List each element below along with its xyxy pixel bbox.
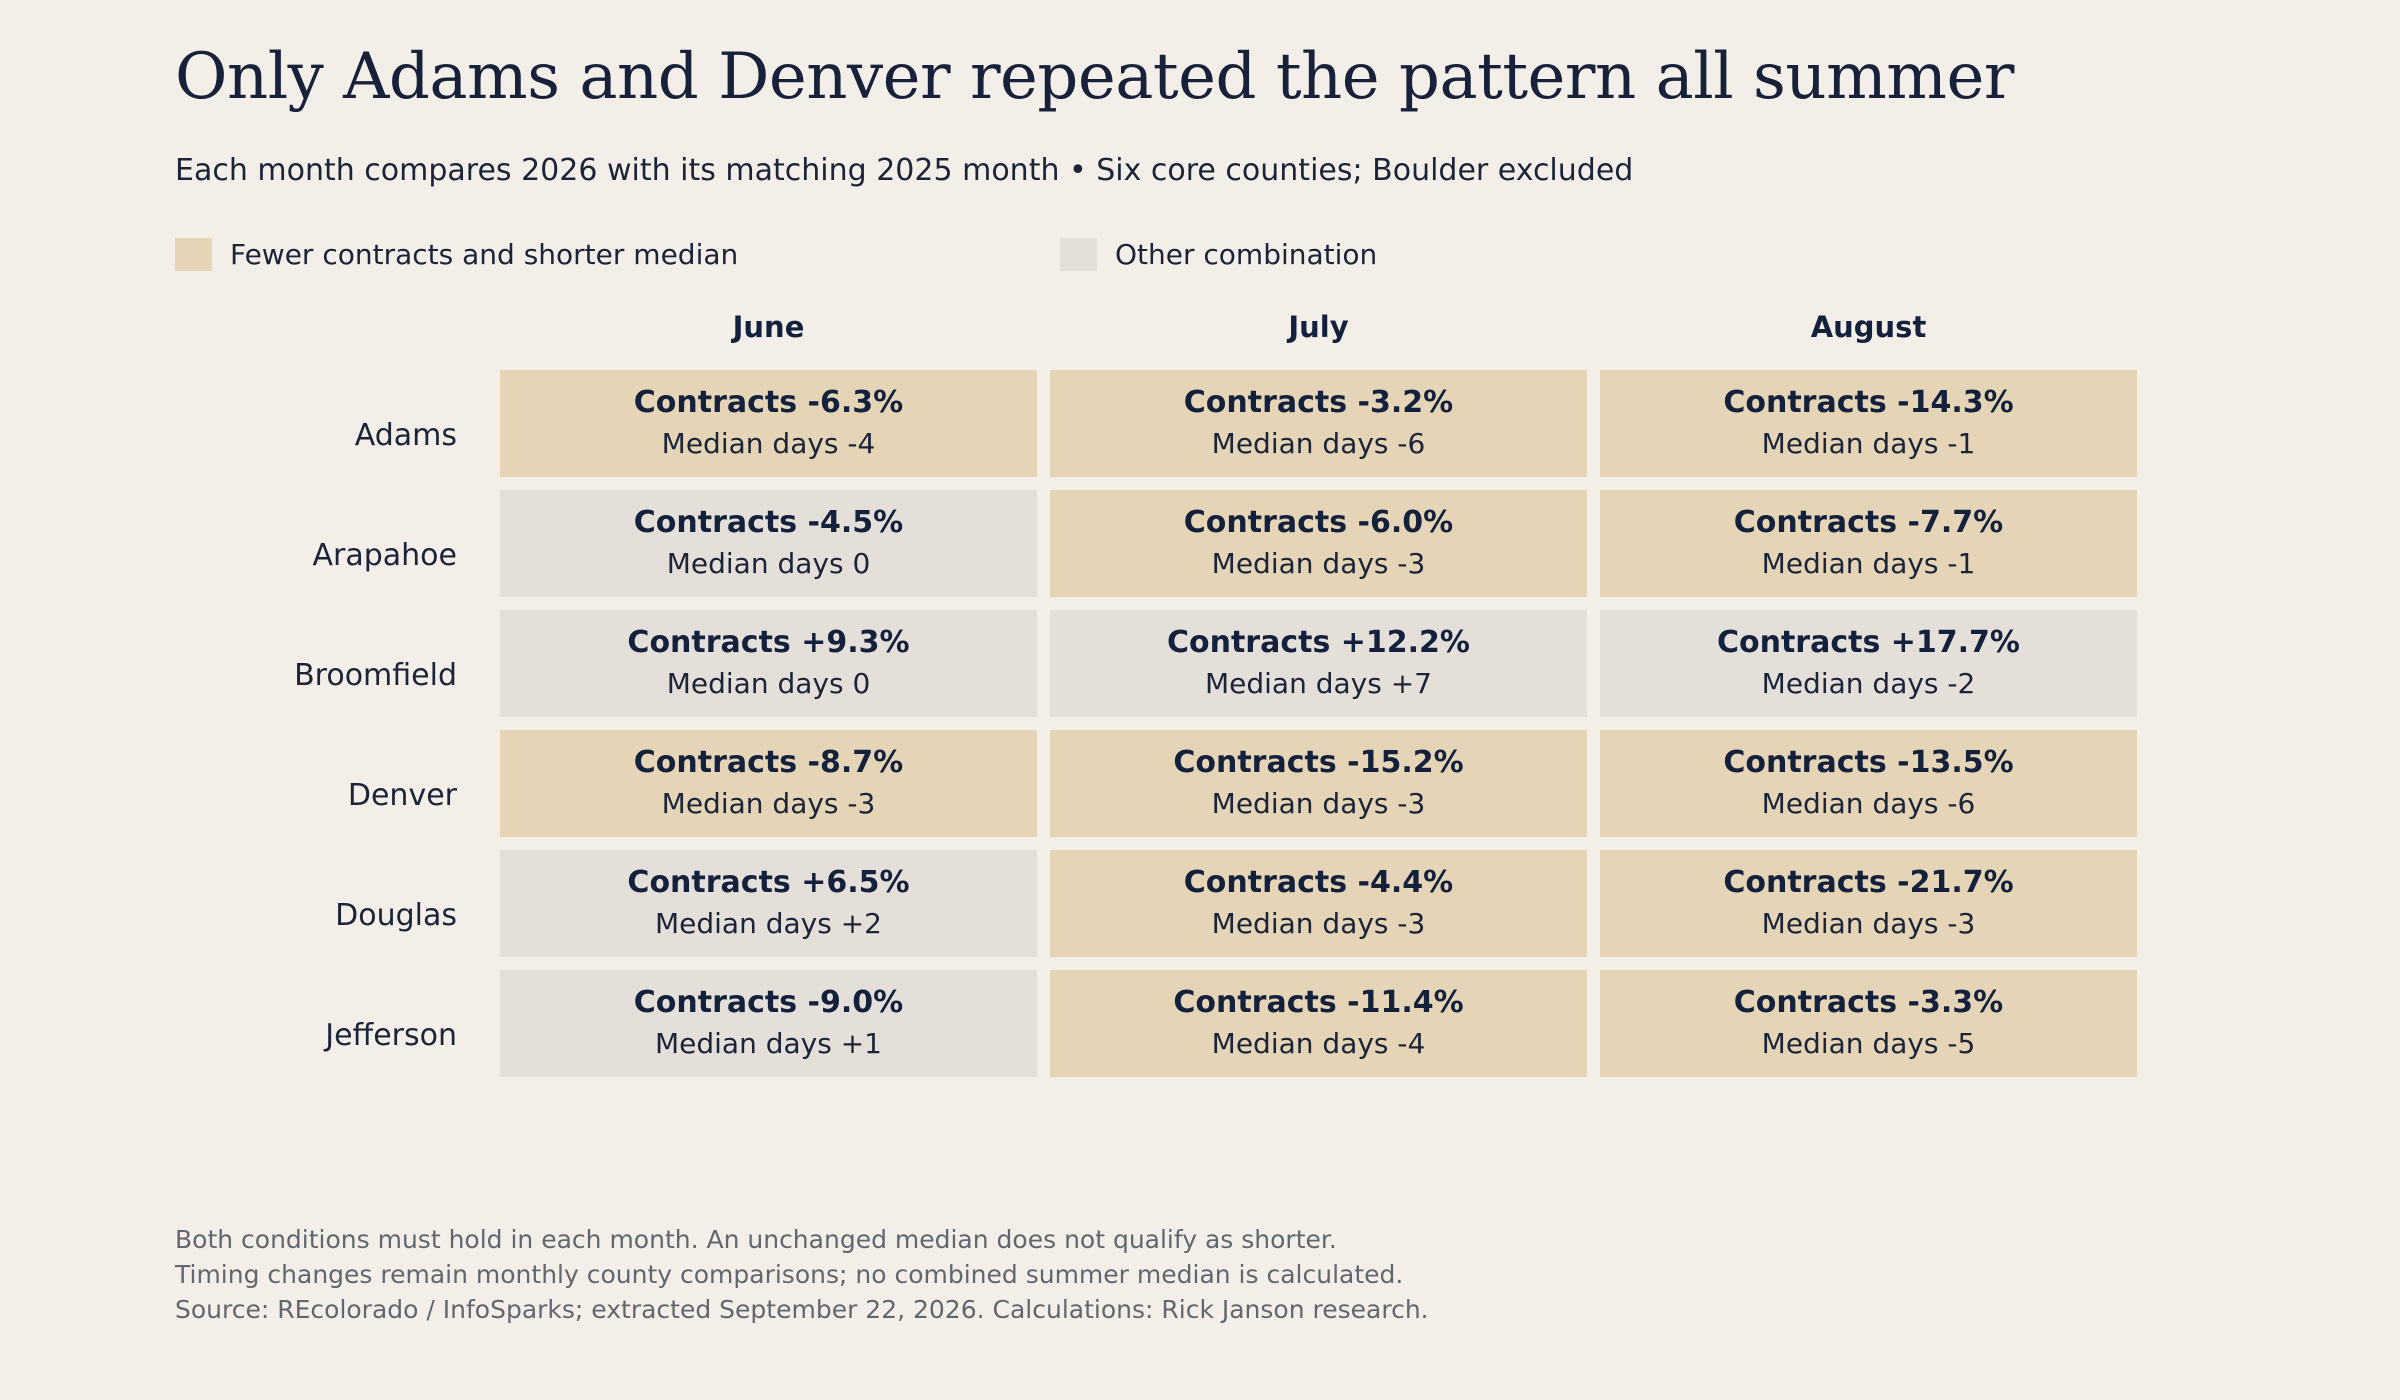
cell-contracts-change: Contracts -8.7% [633,744,904,780]
cell-median-days-change: Median days -6 [1761,786,1976,820]
table-cell: Contracts -3.3% Median days -5 [1600,970,2137,1077]
table-cell: Contracts -21.7% Median days -3 [1600,850,2137,957]
cell-contracts-change: Contracts +12.2% [1166,624,1470,660]
table-cell: Contracts +17.7% Median days -2 [1600,610,2137,717]
column-header: June [732,310,805,344]
legend-label-fewer: Fewer contracts and shorter median [230,237,739,271]
cell-median-days-change: Median days -4 [1211,1026,1426,1060]
column-header: July [1288,310,1349,344]
chart-subtitle: Each month compares 2026 with its matchi… [175,153,1634,188]
cell-median-days-change: Median days -2 [1761,666,1976,700]
legend-swatch-fewer [175,237,212,271]
table-cell: Contracts -4.5% Median days 0 [500,490,1037,597]
cell-median-days-change: Median days -3 [1211,906,1426,940]
cell-median-days-change: Median days +1 [654,1026,882,1060]
chart-title: Only Adams and Denver repeated the patte… [175,40,2014,114]
column-header: August [1810,310,1927,344]
table-cell: Contracts -7.7% Median days -1 [1600,490,2137,597]
cell-median-days-change: Median days -3 [1761,906,1976,940]
cell-median-days-change: Median days +7 [1204,666,1432,700]
table-cell: Contracts -14.3% Median days -1 [1600,370,2137,477]
cell-median-days-change: Median days +2 [654,906,882,940]
cell-median-days-change: Median days -4 [661,426,876,460]
table-cell: Contracts -13.5% Median days -6 [1600,730,2137,837]
cell-median-days-change: Median days -6 [1211,426,1426,460]
cell-median-days-change: Median days -1 [1761,546,1976,580]
table-cell: Contracts -4.4% Median days -3 [1050,850,1587,957]
legend-item-fewer: Fewer contracts and shorter median [175,236,738,272]
cell-contracts-change: Contracts -14.3% [1723,384,2014,420]
cell-median-days-change: Median days -3 [1211,786,1426,820]
cell-median-days-change: Median days -1 [1761,426,1976,460]
table-cell: Contracts +9.3% Median days 0 [500,610,1037,717]
cell-median-days-change: Median days 0 [666,546,871,580]
footnote-line: Both conditions must hold in each month.… [175,1225,1337,1254]
row-label: Denver [347,778,457,813]
cell-contracts-change: Contracts -3.2% [1183,384,1454,420]
table-cell: Contracts -6.0% Median days -3 [1050,490,1587,597]
cell-contracts-change: Contracts -4.4% [1183,864,1454,900]
table-cell: Contracts -15.2% Median days -3 [1050,730,1587,837]
cell-contracts-change: Contracts -6.0% [1183,504,1454,540]
cell-contracts-change: Contracts -21.7% [1723,864,2014,900]
cell-median-days-change: Median days -3 [661,786,876,820]
cell-median-days-change: Median days -3 [1211,546,1426,580]
cell-contracts-change: Contracts -11.4% [1173,984,1464,1020]
table-cell: Contracts +12.2% Median days +7 [1050,610,1587,717]
footnotes: Both conditions must hold in each month.… [175,1222,1429,1327]
cell-contracts-change: Contracts +9.3% [627,624,910,660]
legend-item-other: Other combination [1060,236,1377,272]
table-cell: Contracts -8.7% Median days -3 [500,730,1037,837]
table-cell: Contracts -9.0% Median days +1 [500,970,1037,1077]
cell-median-days-change: Median days -5 [1761,1026,1976,1060]
row-label: Adams [354,418,457,453]
cell-contracts-change: Contracts +17.7% [1716,624,2020,660]
legend-label-other: Other combination [1115,237,1378,271]
cell-contracts-change: Contracts -9.0% [633,984,904,1020]
cell-contracts-change: Contracts +6.5% [627,864,910,900]
footnote-line: Timing changes remain monthly county com… [175,1260,1404,1289]
cell-contracts-change: Contracts -13.5% [1723,744,2014,780]
row-label: Jefferson [325,1018,457,1053]
cell-contracts-change: Contracts -7.7% [1733,504,2004,540]
table-cell: Contracts -6.3% Median days -4 [500,370,1037,477]
row-label: Broomfield [294,658,457,693]
row-label: Douglas [335,898,457,933]
cell-contracts-change: Contracts -15.2% [1173,744,1464,780]
cell-median-days-change: Median days 0 [666,666,871,700]
cell-contracts-change: Contracts -3.3% [1733,984,2004,1020]
table-cell: Contracts +6.5% Median days +2 [500,850,1037,957]
cell-contracts-change: Contracts -6.3% [633,384,904,420]
cell-contracts-change: Contracts -4.5% [633,504,904,540]
legend-swatch-other [1060,237,1097,271]
row-label: Arapahoe [312,538,458,573]
table-cell: Contracts -3.2% Median days -6 [1050,370,1587,477]
footnote-line: Source: REcolorado / InfoSparks; extract… [175,1295,1429,1324]
table-cell: Contracts -11.4% Median days -4 [1050,970,1587,1077]
